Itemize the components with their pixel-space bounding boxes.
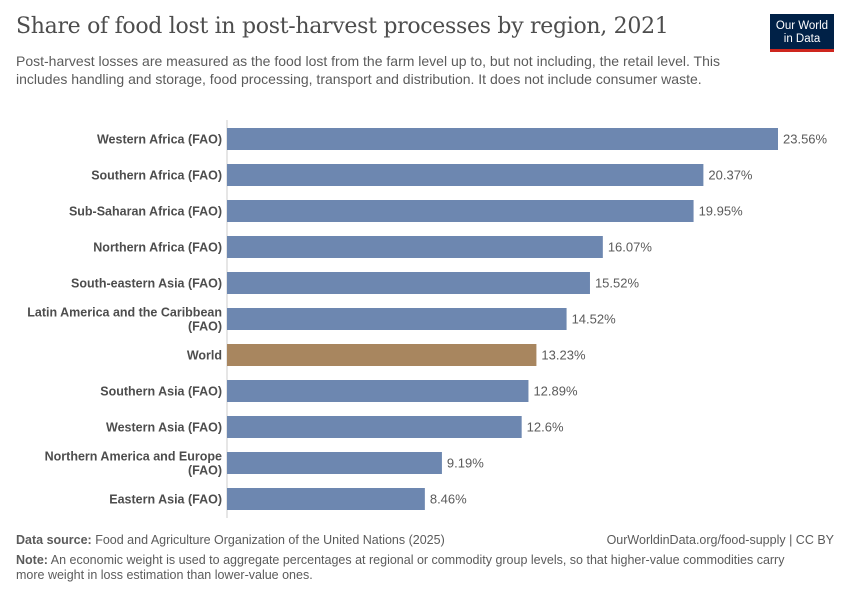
note-text: An economic weight is used to aggregate … — [16, 553, 785, 582]
source-label: Data source: — [16, 533, 92, 547]
bar[interactable] — [227, 272, 590, 294]
value-label: 15.52% — [595, 276, 640, 291]
category-label: Western Asia (FAO) — [106, 421, 222, 435]
owid-logo[interactable]: Our World in Data — [770, 14, 834, 52]
source-url-link[interactable]: OurWorldinData.org/food-supply | CC BY — [606, 533, 834, 547]
bar[interactable] — [227, 380, 529, 402]
category-label: Northern America and Europe (FAO) — [45, 450, 222, 478]
value-label: 14.52% — [572, 312, 617, 327]
bar[interactable] — [227, 344, 537, 366]
data-source: Data source: Food and Agriculture Organi… — [16, 533, 445, 547]
bar[interactable] — [227, 308, 567, 330]
category-label: Latin America and the Caribbean (FAO) — [27, 306, 222, 334]
bar[interactable] — [227, 164, 704, 186]
value-label: 12.6% — [527, 420, 564, 435]
bar[interactable] — [227, 128, 778, 150]
source-text: Food and Agriculture Organization of the… — [95, 533, 445, 547]
category-label: World — [187, 349, 222, 363]
category-label: Western Africa (FAO) — [97, 133, 222, 147]
category-label: Northern Africa (FAO) — [93, 241, 222, 255]
value-label: 16.07% — [608, 240, 653, 255]
bar[interactable] — [227, 236, 603, 258]
value-label: 20.37% — [708, 168, 753, 183]
value-label: 9.19% — [447, 456, 484, 471]
value-label: 13.23% — [541, 348, 586, 363]
chart-title: Share of food lost in post-harvest proce… — [16, 14, 669, 39]
value-label: 23.56% — [783, 132, 828, 147]
logo-text: Our World in Data — [775, 20, 829, 45]
value-label: 12.89% — [533, 384, 578, 399]
bar[interactable] — [227, 416, 522, 438]
value-label: 19.95% — [699, 204, 744, 219]
note-label: Note: — [16, 553, 48, 567]
category-label: Southern Asia (FAO) — [100, 385, 222, 399]
bar-chart: 23.56% Western Africa (FAO) 20.37% Southern… — [27, 120, 828, 518]
value-label: 8.46% — [430, 492, 467, 507]
category-label: Sub-Saharan Africa (FAO) — [69, 205, 222, 219]
footnote: Note: An economic weight is used to aggr… — [16, 553, 816, 583]
bar[interactable] — [227, 488, 425, 510]
chart-subtitle: Post-harvest losses are measured as the … — [16, 53, 720, 87]
bar[interactable] — [227, 452, 442, 474]
bar[interactable] — [227, 200, 694, 222]
category-label: Eastern Asia (FAO) — [109, 493, 222, 507]
category-label: South-eastern Asia (FAO) — [71, 277, 222, 291]
category-label: Southern Africa (FAO) — [91, 169, 222, 183]
